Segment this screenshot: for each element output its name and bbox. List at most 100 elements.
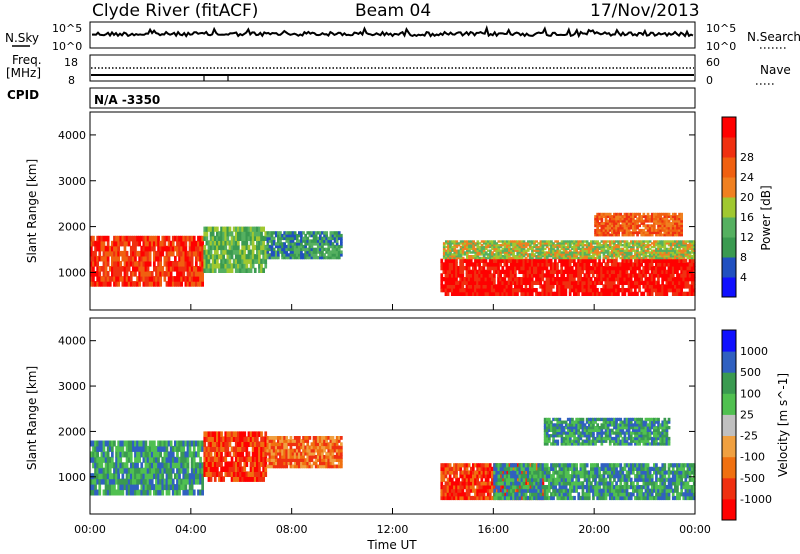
heatmap-cell — [220, 267, 223, 273]
heatmap-cell — [577, 258, 580, 263]
heatmap-cell — [184, 451, 188, 458]
heatmap-cell — [94, 255, 97, 262]
heatmap-cell — [121, 235, 125, 242]
heatmap-cell — [209, 226, 213, 232]
heatmap-cell — [268, 439, 272, 443]
heatmap-cell — [627, 233, 631, 237]
heatmap-cell — [106, 240, 110, 247]
heatmap-cell — [526, 240, 530, 243]
heatmap-cell — [482, 242, 486, 245]
heatmap-cell — [669, 251, 673, 254]
heatmap-cell — [671, 277, 675, 282]
heatmap-cell — [199, 266, 202, 272]
heatmap-cell — [665, 256, 669, 260]
heatmap-cell — [676, 219, 679, 223]
heatmap-cell — [201, 489, 204, 496]
heatmap-cell — [94, 451, 97, 458]
heatmap-cell — [153, 255, 156, 262]
heatmap-cell — [692, 288, 696, 293]
heatmap-cell — [518, 249, 522, 252]
heatmap-cell — [495, 269, 498, 274]
heatmap-cell — [678, 228, 681, 232]
heatmap-cell — [550, 240, 553, 243]
heatmap-cell — [144, 255, 148, 262]
heatmap-cell — [312, 242, 316, 246]
heatmap-cell — [106, 271, 110, 277]
heatmap-cell — [148, 478, 152, 485]
heatmap-cell — [115, 235, 118, 242]
heatmap-cell — [558, 288, 561, 293]
heatmap-cell — [575, 262, 578, 267]
heatmap-cell — [480, 481, 484, 486]
nave-top: 60 — [706, 56, 720, 69]
heatmap-cell — [648, 258, 652, 263]
heatmap-cell — [472, 242, 475, 245]
heatmap-cell — [453, 481, 456, 486]
heatmap-cell — [340, 253, 343, 257]
heatmap-cell — [100, 281, 104, 287]
heatmap-cell — [493, 240, 496, 243]
heatmap-cell — [142, 245, 146, 252]
heatmap-cell — [678, 280, 681, 285]
heatmap-cell — [585, 247, 589, 251]
heatmap-cell — [298, 442, 301, 447]
heatmap-cell — [636, 249, 639, 252]
heatmap-cell — [245, 441, 249, 447]
heatmap-cell — [306, 247, 310, 252]
heatmap-cell — [659, 266, 662, 271]
heatmap-cell — [237, 254, 240, 260]
heatmap-cell — [182, 245, 186, 252]
heatmap-cell — [659, 291, 662, 296]
heatmap-cell — [203, 446, 207, 452]
heatmap-cell — [568, 273, 572, 278]
heatmap-cell — [548, 249, 551, 252]
heatmap-cell — [270, 236, 274, 241]
heatmap-cell — [163, 451, 167, 458]
heatmap-cell — [274, 231, 278, 235]
heatmap-cell — [178, 440, 181, 447]
heatmap-cell — [161, 473, 165, 480]
heatmap-cell — [503, 284, 507, 289]
heatmap-cell — [291, 451, 295, 456]
heatmap-cell — [621, 251, 625, 254]
heatmap-cell — [520, 277, 524, 282]
heatmap-cell — [657, 244, 660, 247]
heatmap-cell — [163, 478, 167, 485]
heatmap-cell — [524, 284, 528, 289]
heatmap-cell — [596, 251, 599, 254]
heatmap-cell — [680, 212, 683, 216]
heatmap-cell — [455, 463, 458, 468]
heatmap-cell — [469, 277, 473, 282]
heatmap-cell — [207, 244, 211, 251]
heatmap-cell — [592, 253, 595, 256]
heatmap-cell — [646, 217, 650, 221]
heatmap-cell — [171, 245, 175, 252]
heatmap-cell — [285, 436, 289, 440]
heatmap-cell — [476, 258, 479, 263]
heatmap-cell — [226, 446, 230, 452]
heatmap-cell — [340, 242, 343, 246]
heatmap-cell — [493, 242, 496, 245]
heatmap-cell — [543, 258, 547, 263]
heatmap-cell — [596, 253, 599, 256]
heatmap-cell — [92, 473, 95, 480]
heatmap-cell — [623, 212, 627, 216]
heatmap-cell — [657, 222, 660, 225]
heatmap-cell — [598, 222, 602, 225]
heatmap-cell — [192, 451, 196, 458]
heatmap-cell — [308, 244, 312, 249]
heatmap-cell — [508, 249, 511, 252]
freq-top: 18 — [64, 56, 78, 69]
heatmap-cell — [602, 251, 606, 254]
heatmap-cell — [447, 240, 450, 243]
heatmap-cell — [669, 222, 673, 225]
heatmap-cell — [228, 244, 232, 251]
heatmap-cell — [104, 261, 108, 267]
heatmap-cell — [526, 273, 530, 278]
heatmap-cell — [146, 250, 150, 257]
heatmap-cell — [142, 489, 146, 496]
heatmap-cell — [146, 240, 150, 247]
heatmap-cell — [529, 256, 532, 260]
heatmap-cell — [497, 288, 500, 293]
heatmap-cell — [459, 266, 462, 271]
